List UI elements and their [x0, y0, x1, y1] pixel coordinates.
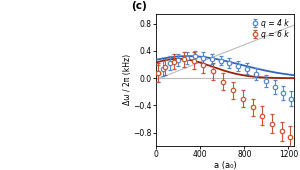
- X-axis label: a (a₀): a (a₀): [214, 162, 236, 170]
- Y-axis label: Δω / 2π (kHz): Δω / 2π (kHz): [123, 54, 132, 105]
- Text: (c): (c): [131, 1, 147, 11]
- Legend: q = 4 k, q = 6 k: q = 4 k, q = 6 k: [250, 17, 290, 40]
